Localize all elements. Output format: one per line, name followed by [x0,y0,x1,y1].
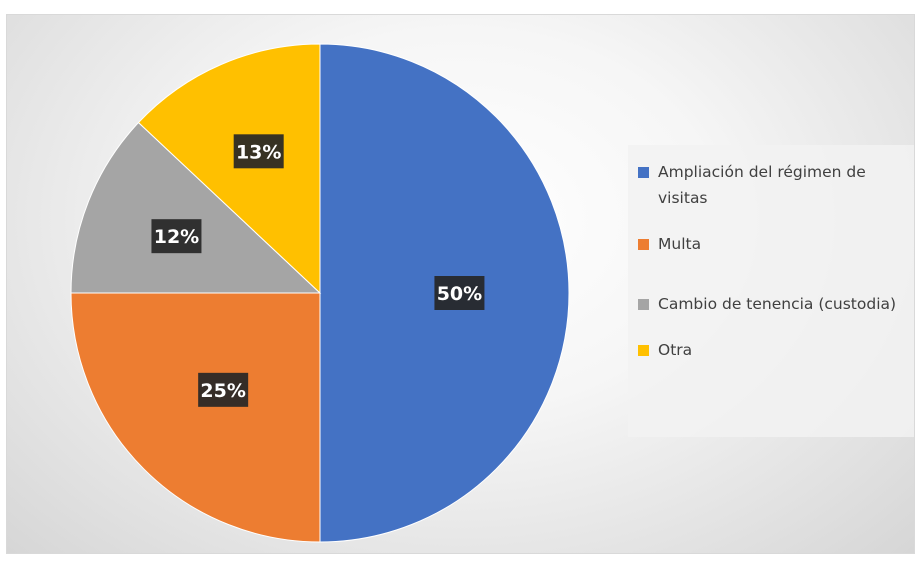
data-label-background [198,372,249,407]
slice-cambio-tenencia [70,121,322,294]
pie-slices [70,43,570,543]
pie-chart: 50% 25% 12% 13% [70,43,570,543]
slice-otra [137,43,321,295]
data-label-background [434,276,485,310]
data-label: 25% [198,372,249,407]
legend-label: Cambio de tenencia (custodia) [658,295,897,313]
data-label-background [151,219,202,254]
data-label: 12% [151,219,202,254]
data-label-text: 13% [236,141,281,163]
legend-swatch-orange [638,239,649,250]
legend: Ampliación del régimen de visitas Multa … [628,145,914,437]
legend-item-multa: Multa [638,231,914,257]
data-label-background [233,134,284,169]
data-label: 50% [434,276,485,310]
legend-label: Ampliación del régimen de visitas [658,163,866,207]
legend-swatch-blue [638,167,649,178]
legend-swatch-yellow [638,345,649,356]
data-label-text: 25% [200,380,245,402]
chart-area: 50% 25% 12% 13% Ampliación del régimen de v… [6,14,915,554]
legend-item-otra: Otra [638,337,914,363]
legend-label: Otra [658,341,693,359]
data-label-text: 50% [437,283,482,305]
slice-multa [70,292,321,543]
data-label-text: 12% [154,226,199,248]
legend-item-ampliacion: Ampliación del régimen de visitas [638,159,914,211]
legend-item-cambio-tenencia: Cambio de tenencia (custodia) [638,291,914,317]
legend-swatch-gray [638,299,649,310]
pie-data-labels: 50% 25% 12% 13% [151,134,485,407]
legend-label: Multa [658,235,702,253]
data-label: 13% [233,134,284,169]
